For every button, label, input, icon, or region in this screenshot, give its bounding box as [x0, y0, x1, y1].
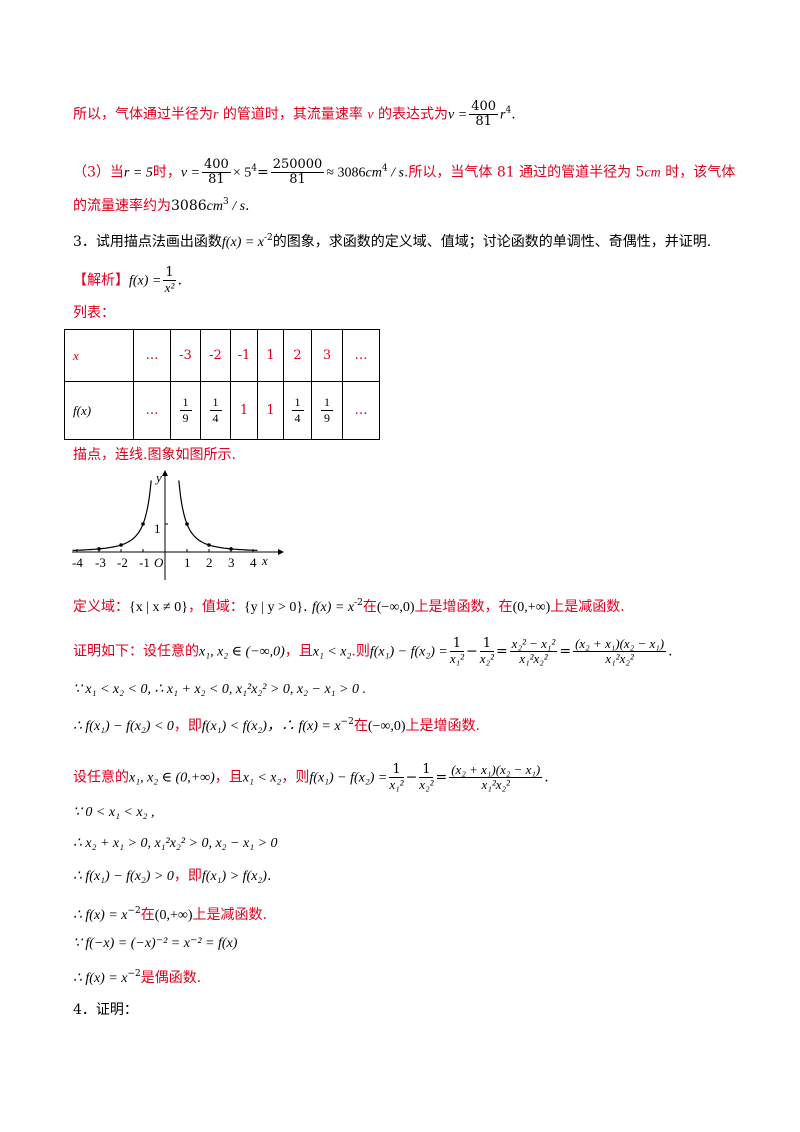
proof-step3: ∵ 0 < x₁ < x₂ ,: [73, 805, 155, 820]
x-tick-label: 4: [250, 555, 257, 570]
x-axis-label: x: [261, 553, 268, 568]
table-cell: 1: [257, 381, 284, 440]
proof-step1: ∵ x₁ < x₂ < 0, ∴ x₁ + x₂ < 0, x₁²x₂² > 0…: [73, 682, 366, 697]
table-cell: -3: [170, 329, 201, 382]
line-part3: （3）当r = 5时，v = 400 81 × 54= 250000 81 ≈ 3086cm…: [73, 157, 736, 187]
y-axis-label: y: [154, 470, 162, 485]
domain-range-line: 定义域：{x | x ≠ 0}，值域：{y | y > 0}. f(x) = x…: [73, 598, 625, 615]
fraction-400-81: 400 81: [469, 99, 499, 129]
table-cell: …: [342, 329, 380, 382]
table-cell: …: [133, 381, 171, 440]
proof-step2: ∴ f(x₁) − f(x₂) < 0，即f(x₁) < f(x₂)，∴ f(x…: [73, 717, 480, 734]
table-cell: x: [64, 329, 134, 382]
x-tick-label: -2: [117, 555, 128, 570]
proof-step5: ∴ f(x₁) − f(x₂) > 0，即f(x₁) > f(x₂).: [73, 868, 272, 884]
fraction-250000-81: 250000 81: [270, 157, 325, 187]
proof-step6: ∴ f(x) = x−2在(0,+∞)上是减函数.: [73, 906, 267, 923]
plotted-point: [229, 547, 233, 551]
proof-part2: 设任意的x₁, x₂ ∈ (0,+∞)，且x₁ < x₂，则f(x₁) − f(…: [73, 762, 549, 792]
plot-description: 描点，连线.图象如图所示.: [73, 447, 236, 463]
question-3: 3．试用描点法画出函数f(x) = x-2的图象，求函数的定义域、值域；讨论函数…: [73, 233, 712, 250]
plotted-point: [207, 543, 211, 547]
analysis-line: 【解析】f(x) = 1 x².: [73, 265, 183, 295]
curve-right-branch: [178, 480, 258, 551]
x-tick-label: -4: [72, 555, 83, 570]
list-label: 列表：: [73, 305, 115, 321]
line-gas-expression: 所以，气体通过半径为r 的管道时，其流量速率 v 的表达式为v = 400 81 r4…: [73, 99, 516, 129]
table-cell: -2: [200, 329, 231, 382]
fraction-400-81-b: 400 81: [202, 157, 231, 187]
table-row-x: x … -3 -2 -1 1 2 3 …: [64, 329, 380, 382]
plotted-point: [119, 543, 123, 547]
x-tick-label: -1: [139, 555, 150, 570]
proof-step4: ∴ x₂ + x₁ > 0, x₁²x₂² > 0, x₂ − x₁ > 0: [73, 836, 278, 851]
table-cell: 3: [311, 329, 343, 382]
table-cell: 1: [230, 381, 258, 440]
plotted-point: [97, 547, 101, 551]
table-cell: 1: [257, 329, 284, 382]
x-tick-label: -3: [95, 555, 106, 570]
fraction-1-over-x2: 1 x²: [163, 265, 176, 295]
x-tick-label: 3: [228, 555, 235, 570]
plotted-point: [185, 522, 189, 526]
table-cell: f(x): [64, 381, 134, 440]
x-tick-label: 1: [184, 555, 191, 570]
proof-step7: ∵ f(−x) = (−x)⁻² = x⁻² = f(x): [73, 936, 238, 951]
table-cell: …: [133, 329, 171, 382]
y-axis-arrow-icon: [162, 470, 168, 476]
x-tick-label: 2: [206, 555, 213, 570]
y-tick-label: 1: [154, 521, 161, 536]
proof-step8: ∴ f(x) = x−2是偶函数.: [73, 969, 202, 986]
x-axis-arrow-icon: [278, 549, 284, 555]
origin-label: O: [154, 555, 164, 570]
proof-part1: 证明如下：设任意的x₁, x₂ ∈ (−∞,0)，且x₁ < x₂.则f(x₁)…: [73, 636, 673, 666]
line-flow-rate: 的流量速率约为3086cm3 / s.: [73, 197, 250, 214]
table-cell: 2: [283, 329, 312, 382]
table-cell: …: [342, 381, 380, 440]
curve-left-branch: [72, 480, 152, 551]
question-4: 4．证明：: [73, 1002, 138, 1018]
plotted-points: [97, 522, 233, 551]
plotted-point: [141, 522, 145, 526]
table-cell: -1: [230, 329, 258, 382]
function-graph: -4 -3 -2 -1 O 1 2 3 4 x 1 y: [72, 470, 284, 580]
